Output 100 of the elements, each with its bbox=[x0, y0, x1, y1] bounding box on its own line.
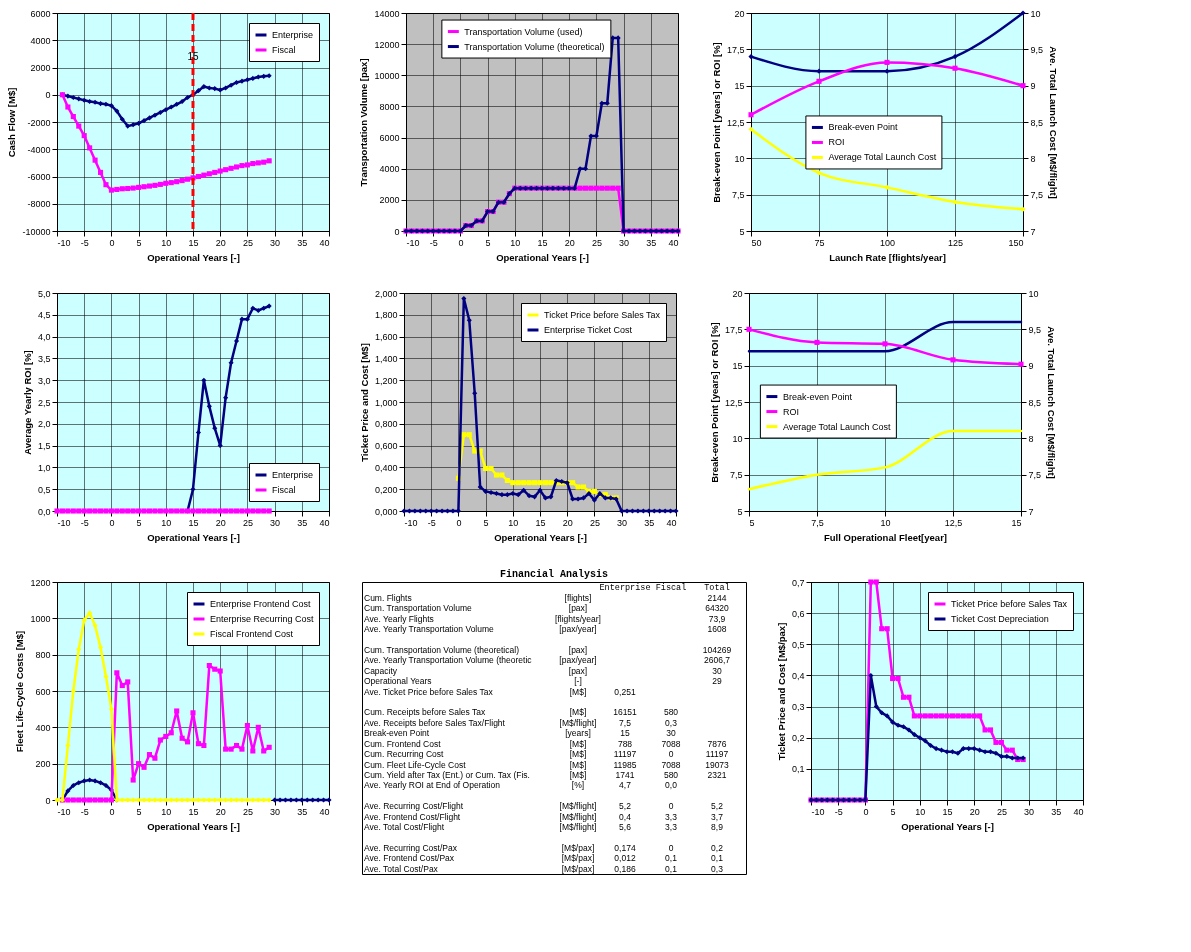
x-tick-label: 30 bbox=[270, 806, 281, 817]
text: 0 bbox=[668, 749, 674, 760]
y-tick-label: 10 bbox=[734, 153, 745, 164]
x-tick-label: -10 bbox=[811, 806, 825, 817]
y-tick-label: 20 bbox=[732, 288, 743, 299]
y-axis-title: Average Yearly ROI [%] bbox=[21, 350, 33, 455]
x-tick-label: 5 bbox=[749, 517, 755, 528]
y-tick-label: 1000 bbox=[30, 613, 51, 624]
legend-label: Average Total Launch Cost bbox=[782, 421, 892, 432]
category-label: Capacity bbox=[364, 665, 398, 676]
x-tick-label: 0 bbox=[458, 237, 464, 248]
y-tick-label: 0,6 bbox=[791, 608, 805, 619]
category-label: [M$/pax] bbox=[561, 863, 595, 874]
category-label: [M$/pax] bbox=[561, 842, 595, 853]
category-label: [M$] bbox=[569, 738, 587, 749]
category-label: [M$/flight] bbox=[559, 811, 597, 822]
x-tick-label: 20 bbox=[562, 517, 573, 528]
y2-tick-label: 7 bbox=[1028, 506, 1034, 517]
text: 11197 bbox=[613, 749, 637, 760]
y-axis-title: Ticket Price and Cost [M$/pax] bbox=[775, 622, 787, 761]
text: 1608 bbox=[707, 623, 727, 634]
text: 73,9 bbox=[708, 613, 726, 624]
y-tick-label: 15 bbox=[734, 81, 745, 92]
category-label: Fiscal bbox=[655, 583, 687, 594]
category-label: Total bbox=[704, 583, 730, 594]
legend-label: Fiscal Frontend Cost bbox=[210, 629, 294, 639]
x-tick-label: 10 bbox=[510, 237, 521, 248]
text: 0,186 bbox=[614, 863, 636, 874]
y-tick-label: -2000 bbox=[27, 117, 51, 128]
x-tick-label: -10 bbox=[406, 237, 420, 248]
x-tick-label: 10 bbox=[508, 517, 519, 528]
text: 11985 bbox=[613, 759, 637, 770]
x-tick-label: 0 bbox=[863, 806, 869, 817]
x-tick-label: 30 bbox=[270, 517, 281, 528]
category-label: Enterprise bbox=[599, 583, 651, 594]
legend-label: Fiscal bbox=[272, 485, 296, 495]
category-label: [M$/flight] bbox=[559, 822, 597, 833]
category-label: Break-even Point bbox=[364, 728, 430, 739]
legend-label: Enterprise Frontend Cost bbox=[210, 599, 312, 609]
y2-tick-label: 9 bbox=[1030, 81, 1036, 92]
text: 0,012 bbox=[614, 853, 636, 864]
x-axis-title: Operational Years [-] bbox=[901, 820, 994, 832]
category-label: [M$/flight] bbox=[559, 801, 597, 812]
text: 2321 bbox=[707, 769, 727, 780]
text: 8,9 bbox=[711, 822, 723, 833]
y-axis-title: Break-even Point [years] or ROI [%] bbox=[710, 42, 722, 203]
x-tick-label: -5 bbox=[427, 517, 436, 528]
y-tick-label: 0,5 bbox=[791, 639, 805, 650]
y2-tick-label: 8,5 bbox=[1030, 117, 1044, 128]
y-tick-label: 1,0 bbox=[37, 462, 51, 473]
x-axis-title: Operational Years [-] bbox=[496, 251, 589, 263]
legend-label: ROI bbox=[828, 137, 845, 148]
category-label: Cum. Frontend Cost bbox=[364, 738, 441, 749]
x-tick-label: 10 bbox=[161, 806, 172, 817]
y-tick-label: 0 bbox=[394, 226, 400, 237]
text: 0,174 bbox=[614, 842, 636, 853]
x-tick-label: 40 bbox=[1073, 806, 1084, 817]
y-tick-label: 4,0 bbox=[37, 332, 51, 343]
y-tick-label: 2000 bbox=[379, 195, 400, 206]
category-label: Cum. Transportation Volume bbox=[364, 603, 472, 614]
y-axis-title: Ticket Price and Cost [M$] bbox=[358, 343, 370, 462]
legend-label: Transportation Volume (used) bbox=[464, 26, 583, 37]
category-label: Ave. Recurring Cost/Flight bbox=[364, 801, 464, 812]
legend-label: Transportation Volume (theoretical) bbox=[464, 41, 605, 52]
y-axis-title: Transportation Volume [pax] bbox=[358, 58, 370, 187]
text: 104269 bbox=[702, 644, 732, 655]
y2-tick-label: 10 bbox=[1030, 8, 1041, 19]
y-tick-label: 0,4 bbox=[791, 670, 805, 681]
x-tick-label: 150 bbox=[1008, 237, 1024, 248]
y-tick-label: 7,5 bbox=[731, 190, 745, 201]
y-tick-label: 1,400 bbox=[374, 353, 398, 364]
x-axis-title: Operational Years [-] bbox=[494, 531, 587, 543]
y-axis-title: Break-even Point [years] or ROI [%] bbox=[708, 322, 720, 483]
x-tick-label: -5 bbox=[429, 237, 438, 248]
x-tick-label: 5 bbox=[890, 806, 896, 817]
y2-tick-label: 7,5 bbox=[1030, 190, 1044, 201]
x-tick-label: 40 bbox=[668, 237, 679, 248]
x-tick-label: 15 bbox=[188, 237, 199, 248]
text: 788 bbox=[617, 738, 633, 749]
y-tick-label: 5 bbox=[739, 226, 745, 237]
text: 5,6 bbox=[619, 822, 631, 833]
x-tick-label: 100 bbox=[879, 237, 896, 248]
y-tick-label: 2,0 bbox=[37, 419, 51, 430]
category-label: [M$] bbox=[569, 707, 587, 718]
y-tick-label: 10000 bbox=[374, 70, 400, 81]
category-label: [M$] bbox=[569, 749, 587, 760]
category-label: [pax] bbox=[568, 665, 588, 676]
y-tick-label: 400 bbox=[35, 722, 51, 733]
category-label: Cum. Flights bbox=[364, 592, 412, 603]
text: 30 bbox=[712, 665, 722, 676]
category-label: [M$] bbox=[569, 686, 587, 697]
text: Financial Analysis bbox=[499, 569, 609, 580]
x-tick-label: 25 bbox=[591, 237, 602, 248]
text: 3,3 bbox=[665, 811, 677, 822]
x-tick-label: 5 bbox=[136, 806, 142, 817]
y2-tick-label: 7 bbox=[1030, 226, 1036, 237]
legend-label: Enterprise Recurring Cost bbox=[210, 614, 315, 624]
text: 0 bbox=[668, 842, 674, 853]
y-tick-label: 6000 bbox=[30, 8, 51, 19]
x-tick-label: 0 bbox=[109, 806, 115, 817]
